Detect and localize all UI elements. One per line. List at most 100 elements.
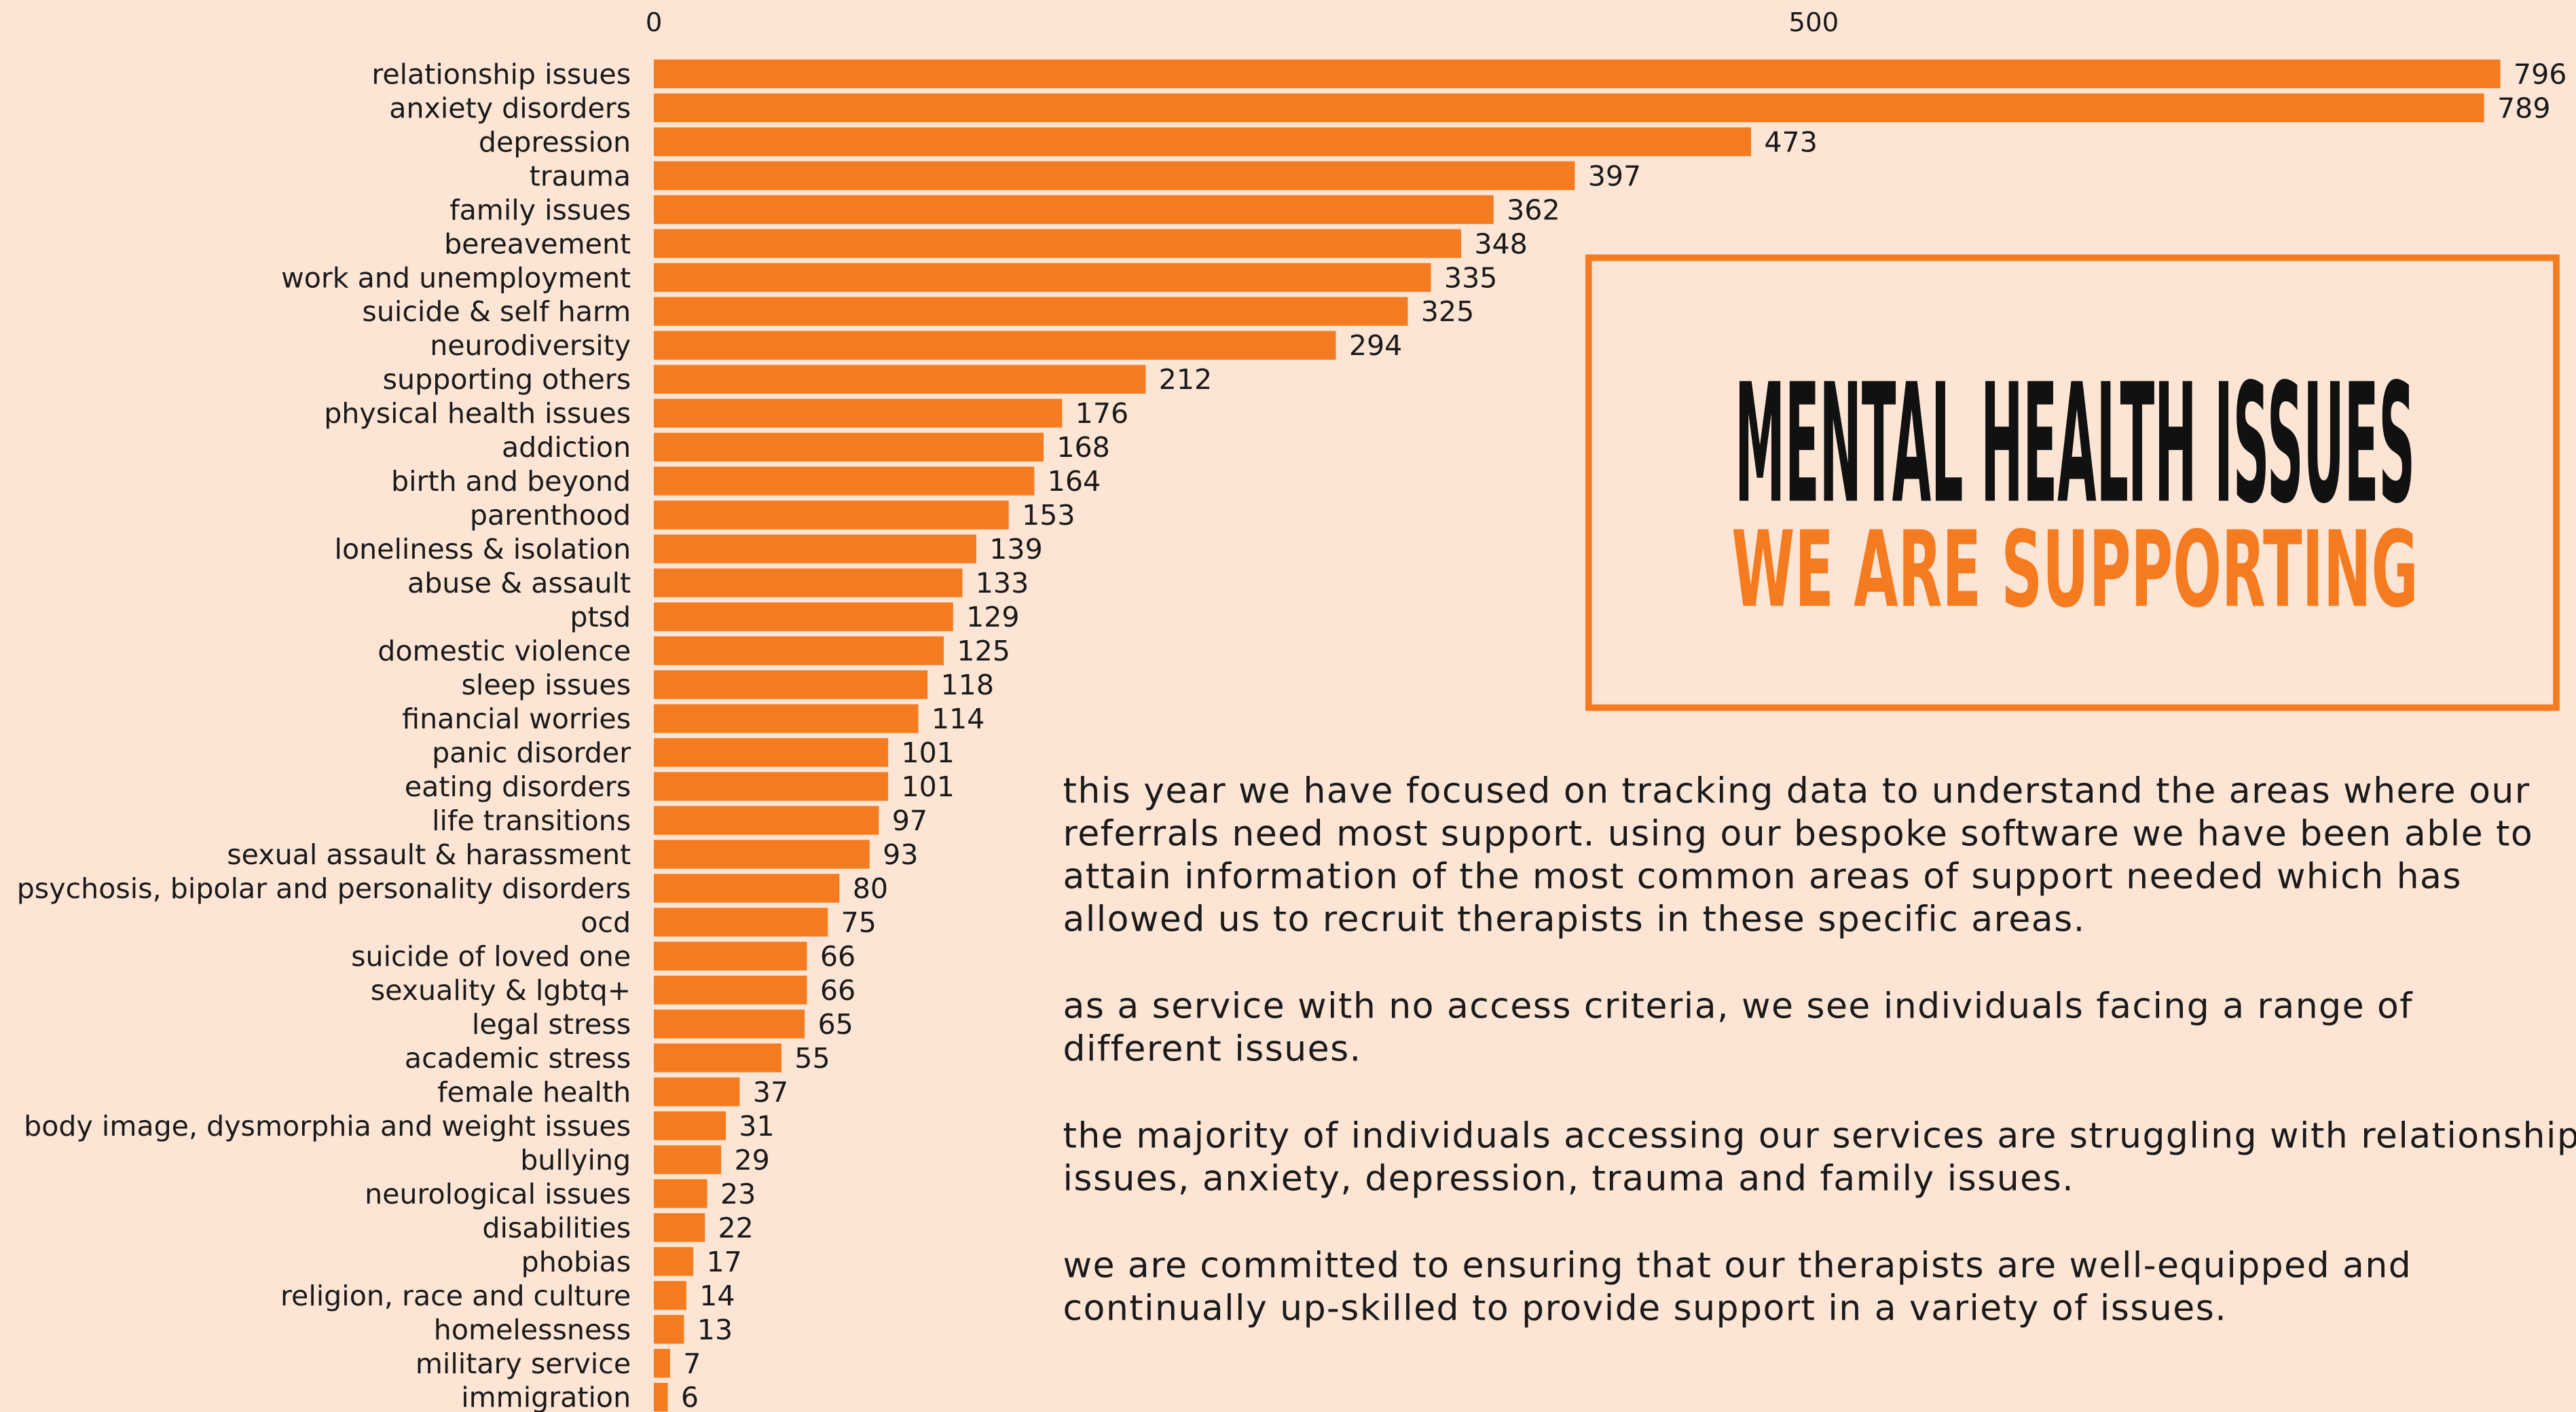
bar — [654, 1315, 684, 1344]
category-label: parenthood — [470, 499, 631, 532]
category-label: supporting others — [383, 363, 631, 396]
bar — [654, 908, 828, 937]
value-label: 22 — [718, 1212, 754, 1244]
value-label: 37 — [753, 1076, 788, 1109]
value-label: 473 — [1764, 126, 1817, 158]
category-label: depression — [479, 126, 631, 158]
paragraph-line: we are committed to ensuring that our th… — [1063, 1246, 2412, 1286]
paragraph-line: this year we have focused on tracking da… — [1063, 771, 2531, 812]
category-label: female health — [437, 1076, 631, 1109]
chart-title: MENTAL HEALTH ISSUES — [1735, 349, 2415, 540]
category-label: financial worries — [402, 703, 631, 735]
paragraph-line: different issues. — [1063, 1028, 1362, 1069]
category-label: ocd — [581, 906, 631, 939]
bar — [654, 331, 1336, 360]
x-tick-label: 0 — [646, 7, 663, 38]
category-label: academic stress — [405, 1042, 631, 1075]
value-label: 101 — [901, 737, 954, 769]
bar — [654, 229, 1461, 258]
category-label: anxiety disorders — [389, 92, 631, 124]
bar — [654, 59, 2501, 88]
category-label: suicide of loved one — [351, 940, 631, 973]
paragraph-line: issues, anxiety, depression, trauma and … — [1063, 1158, 2075, 1199]
category-label: family issues — [449, 193, 631, 226]
category-label: sexual assault & harassment — [227, 838, 631, 871]
category-label: phobias — [521, 1246, 631, 1278]
category-label: bullying — [520, 1144, 631, 1176]
category-label: life transitions — [432, 804, 631, 837]
bar — [654, 161, 1575, 190]
value-label: 65 — [817, 1008, 853, 1041]
bar — [654, 602, 953, 631]
category-label: disabilities — [482, 1212, 631, 1244]
bar — [654, 1213, 705, 1242]
value-label: 118 — [941, 669, 994, 701]
paragraph-line: referrals need most support. using our b… — [1063, 814, 2534, 855]
value-label: 14 — [699, 1280, 735, 1312]
paragraph-line: allowed us to recruit therapists in thes… — [1063, 899, 2086, 940]
value-label: 796 — [2514, 58, 2566, 90]
category-label: sexuality & lgbtq+ — [371, 974, 631, 1007]
title-box — [1585, 254, 2560, 711]
bar — [654, 432, 1044, 462]
value-label: 789 — [2497, 92, 2550, 124]
chart-subtitle: WE ARE SUPPORTING — [1731, 508, 2418, 631]
bar — [654, 195, 1494, 224]
value-label: 164 — [1048, 465, 1101, 498]
value-label: 31 — [739, 1110, 774, 1142]
bar — [654, 297, 1408, 326]
category-label: neurological issues — [365, 1178, 631, 1210]
paragraph-line: continually up-skilled to provide suppor… — [1063, 1288, 2228, 1329]
value-label: 114 — [932, 703, 985, 735]
value-label: 153 — [1022, 499, 1075, 532]
value-label: 17 — [706, 1246, 741, 1278]
category-label: legal stress — [472, 1008, 631, 1041]
bar — [654, 534, 976, 563]
x-tick-label: 500 — [1788, 7, 1839, 38]
bar — [654, 263, 1431, 292]
category-label: trauma — [530, 160, 631, 192]
category-label: addiction — [502, 431, 631, 464]
category-label: work and unemployment — [281, 261, 631, 294]
bar — [654, 806, 879, 835]
value-label: 168 — [1056, 431, 1109, 464]
value-label: 212 — [1159, 363, 1212, 396]
paragraph-line: the majority of individuals accessing ou… — [1063, 1116, 2576, 1157]
bar — [654, 874, 840, 903]
value-label: 325 — [1421, 295, 1474, 328]
bar — [654, 466, 1035, 496]
value-label: 55 — [794, 1042, 830, 1075]
category-label: panic disorder — [432, 737, 631, 769]
value-label: 29 — [734, 1144, 769, 1176]
category-label: ptsd — [570, 601, 631, 633]
bar — [654, 365, 1146, 394]
value-label: 101 — [901, 770, 954, 803]
category-label: physical health issues — [324, 397, 631, 430]
bar — [654, 738, 889, 767]
value-label: 129 — [966, 601, 1019, 633]
value-label: 335 — [1444, 261, 1497, 294]
category-label: birth and beyond — [391, 465, 631, 498]
category-label: suicide & self harm — [362, 295, 631, 328]
bar — [654, 704, 919, 733]
bar — [654, 636, 944, 665]
category-label: immigration — [461, 1381, 631, 1412]
value-label: 80 — [853, 872, 888, 905]
value-label: 7 — [683, 1348, 701, 1380]
value-label: 348 — [1474, 227, 1527, 260]
value-label: 66 — [820, 974, 855, 1007]
bar — [654, 93, 2484, 122]
bar — [654, 127, 1752, 156]
bar — [654, 1111, 726, 1140]
value-label: 93 — [883, 838, 918, 871]
value-label: 397 — [1588, 160, 1641, 192]
category-label: loneliness & isolation — [335, 533, 631, 565]
paragraph-line: as a service with no access criteria, we… — [1063, 986, 2414, 1027]
category-label: psychosis, bipolar and personality disor… — [17, 872, 631, 905]
bar — [654, 398, 1063, 428]
category-label: abuse & assault — [407, 567, 631, 599]
category-label: body image, dysmorphia and weight issues — [24, 1110, 631, 1142]
value-label: 23 — [720, 1178, 756, 1210]
value-label: 176 — [1075, 397, 1128, 430]
